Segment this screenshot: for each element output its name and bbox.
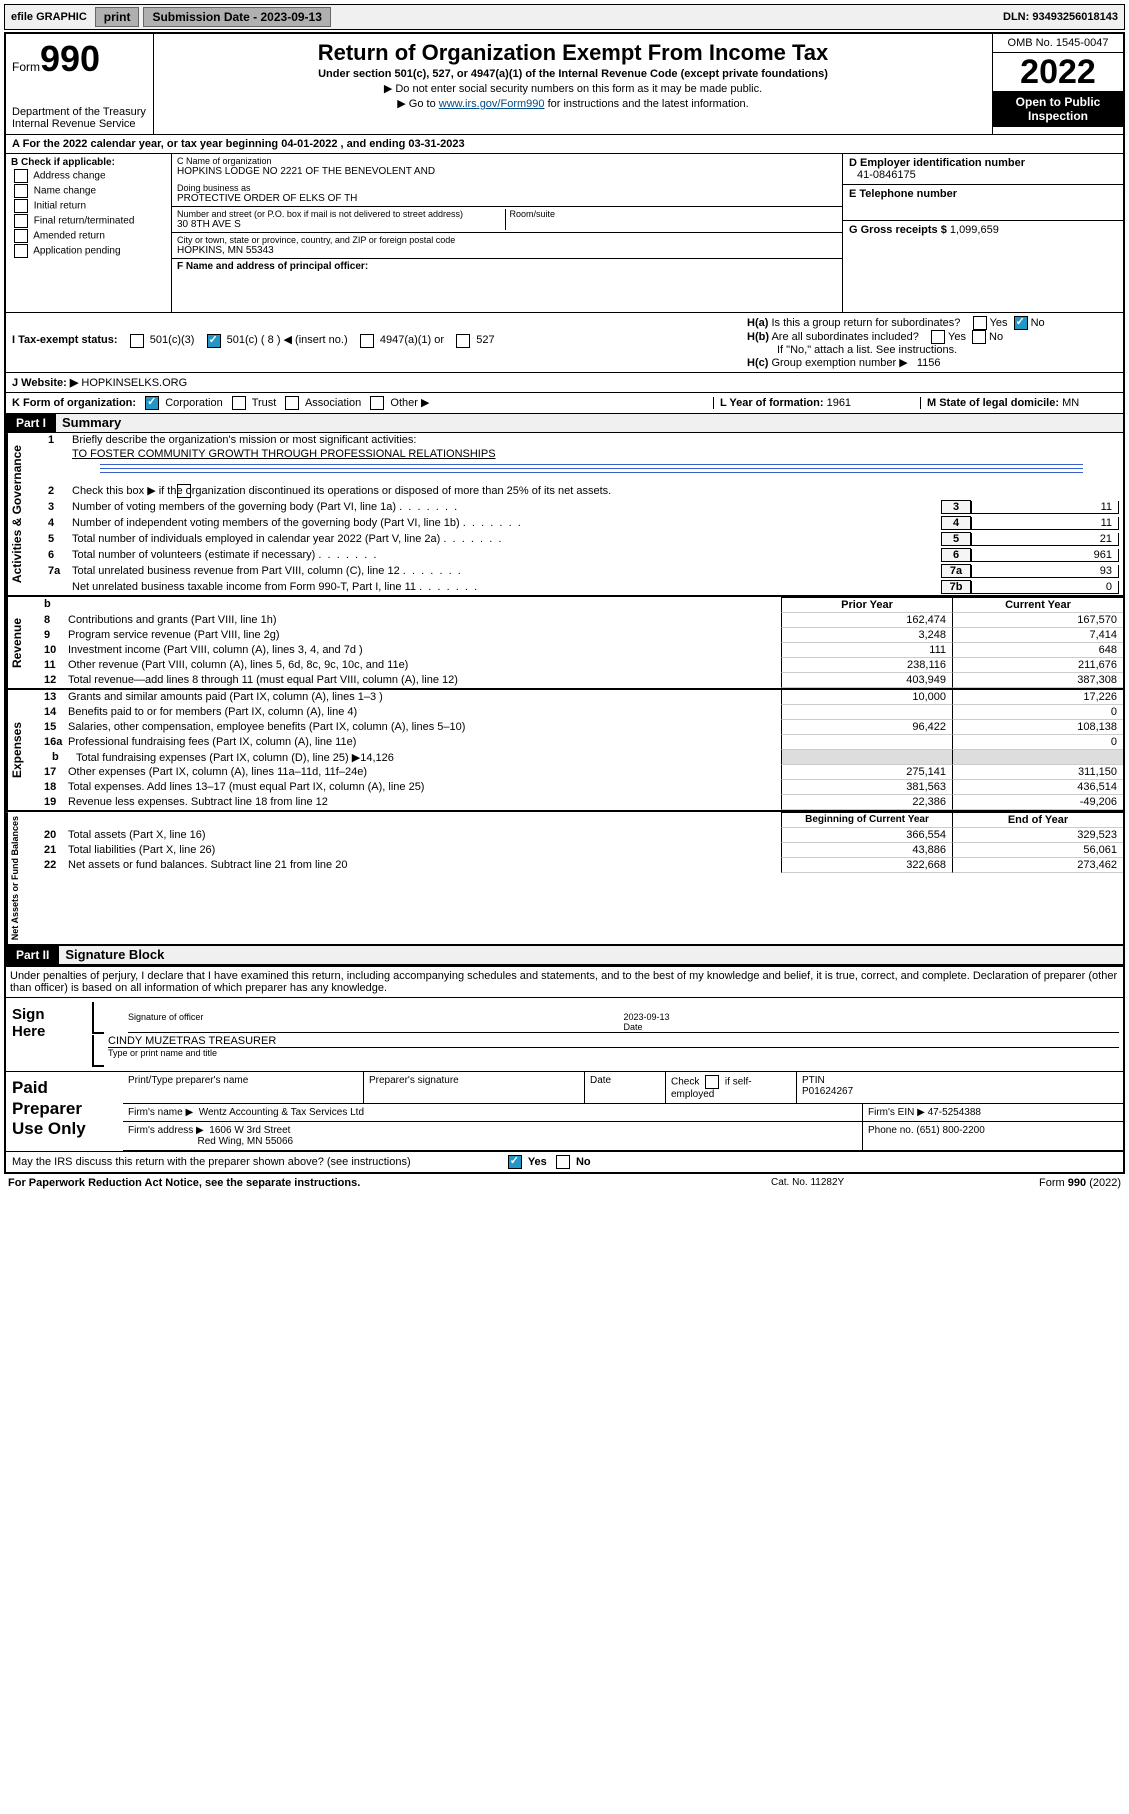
print-button[interactable]: print: [95, 7, 140, 27]
hb-no-checkbox[interactable]: [972, 330, 986, 344]
line-a: A For the 2022 calendar year, or tax yea…: [6, 135, 1123, 154]
top-bar: efile GRAPHIC print Submission Date - 20…: [4, 4, 1125, 30]
discontinued-checkbox[interactable]: [177, 484, 191, 498]
omb-number: OMB No. 1545-0047: [993, 34, 1123, 53]
vtab-net-assets: Net Assets or Fund Balances: [6, 812, 40, 944]
firm-name: Wentz Accounting & Tax Services Ltd: [199, 1107, 364, 1118]
v3: 11: [971, 501, 1119, 514]
perjury-declaration: Under penalties of perjury, I declare th…: [6, 967, 1123, 997]
org-name: HOPKINS LODGE NO 2221 OF THE BENEVOLENT …: [177, 166, 837, 177]
page-footer: For Paperwork Reduction Act Notice, see …: [4, 1174, 1125, 1192]
initial-return-checkbox[interactable]: [14, 199, 28, 213]
ptin-value: P01624267: [802, 1086, 853, 1097]
discuss-yes-checkbox[interactable]: [508, 1155, 522, 1169]
year-formation: 1961: [827, 397, 851, 409]
corporation-checkbox[interactable]: [145, 396, 159, 410]
ha-no-checkbox[interactable]: [1014, 316, 1028, 330]
address-change-checkbox[interactable]: [14, 169, 28, 183]
state-domicile: MN: [1062, 397, 1079, 409]
firm-ein: 47-5254388: [928, 1107, 981, 1118]
application-pending-checkbox[interactable]: [14, 244, 28, 258]
firm-phone: (651) 800-2200: [916, 1125, 984, 1136]
principal-officer-label: F Name and address of principal officer:: [177, 261, 368, 272]
form-title: Return of Organization Exempt From Incom…: [164, 40, 982, 66]
submission-date-field: Submission Date - 2023-09-13: [143, 7, 330, 27]
sign-here-label: Sign Here: [6, 998, 88, 1071]
trust-checkbox[interactable]: [232, 396, 246, 410]
final-return-checkbox[interactable]: [14, 214, 28, 228]
instructions-link[interactable]: www.irs.gov/Form990: [439, 98, 545, 110]
tax-exempt-status-row: I Tax-exempt status: 501(c)(3) 501(c) ( …: [12, 333, 747, 351]
section-h: H(a) Is this a group return for subordin…: [747, 316, 1117, 369]
name-change-checkbox[interactable]: [14, 184, 28, 198]
vtab-expenses: Expenses: [6, 690, 40, 810]
website-value: HOPKINSELKS.ORG: [81, 377, 187, 389]
form-title-block: Return of Organization Exempt From Incom…: [154, 34, 992, 134]
gross-receipts: 1,099,659: [950, 224, 999, 236]
v7a: 93: [971, 565, 1119, 578]
form-frame: Form990 Department of the Treasury Inter…: [4, 32, 1125, 1174]
part-i-header: Part ISummary: [6, 413, 1123, 433]
form-id-block: Form990 Department of the Treasury Inter…: [6, 34, 154, 134]
part-ii-header: Part IISignature Block: [6, 944, 1123, 965]
city-state-zip: HOPKINS, MN 55343: [177, 245, 837, 256]
efile-label: efile GRAPHIC: [5, 11, 93, 23]
527-checkbox[interactable]: [456, 334, 470, 348]
room-suite: Room/suite: [505, 209, 838, 230]
paid-preparer-label: Paid Preparer Use Only: [6, 1072, 123, 1151]
signature-bracket-icon: [92, 1035, 104, 1067]
vtab-activities-governance: Activities & Governance: [6, 433, 40, 595]
association-checkbox[interactable]: [285, 396, 299, 410]
form-year-block: OMB No. 1545-0047 2022 Open to Public In…: [992, 34, 1123, 134]
other-org-checkbox[interactable]: [370, 396, 384, 410]
section-b-checkboxes: B Check if applicable: Address change Na…: [6, 154, 172, 312]
firm-address: 1606 W 3rd Street: [209, 1125, 290, 1136]
amended-return-checkbox[interactable]: [14, 229, 28, 243]
telephone-label: E Telephone number: [849, 188, 957, 200]
hb-yes-checkbox[interactable]: [931, 330, 945, 344]
self-employed-checkbox[interactable]: [705, 1075, 719, 1089]
501c-checkbox[interactable]: [207, 334, 221, 348]
vtab-revenue: Revenue: [6, 597, 40, 688]
discuss-no-checkbox[interactable]: [556, 1155, 570, 1169]
section-d-e-g: D Employer identification number 41-0846…: [842, 154, 1123, 312]
v6: 961: [971, 549, 1119, 562]
section-c-org-info: C Name of organization HOPKINS LODGE NO …: [172, 154, 842, 312]
signature-bracket-icon: [92, 1002, 104, 1034]
mission-text: TO FOSTER COMMUNITY GROWTH THROUGH PROFE…: [72, 448, 1119, 460]
open-public-badge: Open to Public Inspection: [993, 91, 1123, 127]
501c3-checkbox[interactable]: [130, 334, 144, 348]
tax-year: 2022: [993, 53, 1123, 91]
dba-name: PROTECTIVE ORDER OF ELKS OF TH: [177, 193, 837, 204]
v7b: 0: [971, 581, 1119, 594]
street-address: 30 8TH AVE S: [177, 219, 505, 230]
ha-yes-checkbox[interactable]: [973, 316, 987, 330]
officer-name: CINDY MUZETRAS TREASURER: [108, 1035, 1119, 1047]
group-exemption-number: 1156: [917, 357, 941, 369]
4947-checkbox[interactable]: [360, 334, 374, 348]
dln-value: DLN: 93493256018143: [997, 11, 1124, 23]
v5: 21: [971, 533, 1119, 546]
v4: 11: [971, 517, 1119, 530]
ein-value: 41-0846175: [849, 169, 1117, 181]
sig-date: 2023-09-13: [624, 1012, 670, 1022]
